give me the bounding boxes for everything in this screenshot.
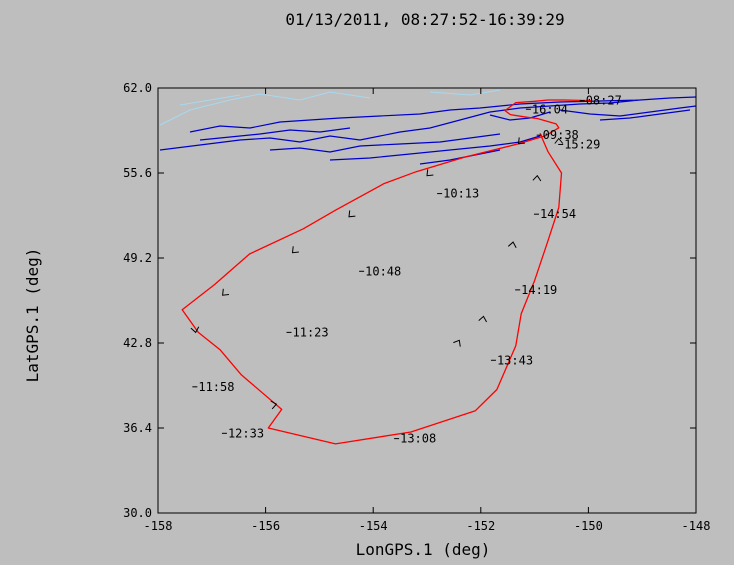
y-tick-label: 49.2 (123, 251, 152, 265)
x-tick-label: -156 (251, 519, 280, 533)
direction-arrow-icon (270, 400, 278, 410)
chart-title: 01/13/2011, 08:27:52-16:39:29 (285, 10, 564, 29)
time-label: 15:29 (564, 137, 600, 151)
x-tick-label: -158 (144, 519, 173, 533)
y-tick-label: 62.0 (123, 81, 152, 95)
coastline-river (159, 89, 501, 126)
direction-arrow-icon (517, 137, 525, 145)
time-label: 13:08 (400, 432, 436, 446)
time-label: 10:13 (443, 187, 479, 201)
time-label: 13:43 (497, 353, 533, 367)
direction-markers (190, 137, 564, 410)
plot-area (157, 87, 697, 514)
track-layer (181, 99, 592, 445)
direction-arrow-icon (554, 137, 564, 144)
y-tick-label: 42.8 (123, 336, 152, 350)
flight-track-line (181, 99, 592, 445)
direction-arrow-icon (478, 315, 488, 323)
direction-arrow-icon (507, 241, 517, 248)
direction-arrow-icon (222, 288, 230, 296)
time-label: 09:38 (543, 128, 579, 142)
time-label: 14:19 (521, 283, 557, 297)
y-tick-label: 55.6 (123, 166, 152, 180)
x-tick-label: -152 (466, 519, 495, 533)
y-tick-label: 30.0 (123, 506, 152, 520)
time-label: 16:04 (532, 102, 568, 116)
direction-arrow-icon (348, 210, 356, 218)
time-label: 12:33 (228, 426, 264, 440)
direction-arrow-icon (291, 246, 299, 254)
direction-arrow-icon (190, 326, 200, 334)
x-axis-label: LonGPS.1 (deg) (356, 540, 491, 559)
time-label: 08:27 (586, 94, 622, 108)
direction-arrow-icon (426, 169, 434, 177)
plot-frame (157, 87, 697, 514)
x-tick-label: -150 (574, 519, 603, 533)
y-axis-label: LatGPS.1 (deg) (23, 248, 42, 383)
axes: -158 -156 -154 -152 -150 -148 30.0 36.4 42.8 49.2… (123, 81, 710, 533)
direction-arrow-icon (453, 339, 461, 347)
time-label: 11:58 (198, 380, 234, 394)
time-label: 14:54 (540, 207, 576, 221)
x-tick-label: -154 (359, 519, 388, 533)
direction-arrow-icon (532, 174, 542, 182)
y-tick-label: 36.4 (123, 421, 152, 435)
time-label: 10:48 (365, 264, 401, 278)
time-label: 11:23 (293, 325, 329, 339)
x-tick-label: -148 (682, 519, 711, 533)
